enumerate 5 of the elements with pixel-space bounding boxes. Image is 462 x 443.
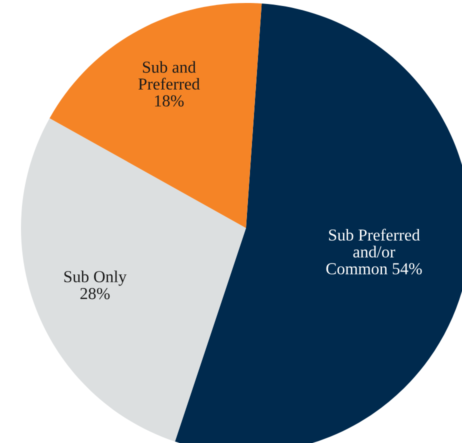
slice-label: Sub Only bbox=[64, 270, 127, 286]
slice-label: Sub and Preferred bbox=[138, 61, 200, 90]
slice-label: Sub Preferred and/or Common 54% bbox=[326, 228, 422, 274]
data-label: 28% bbox=[80, 288, 110, 300]
data-label: 18% bbox=[155, 95, 184, 107]
